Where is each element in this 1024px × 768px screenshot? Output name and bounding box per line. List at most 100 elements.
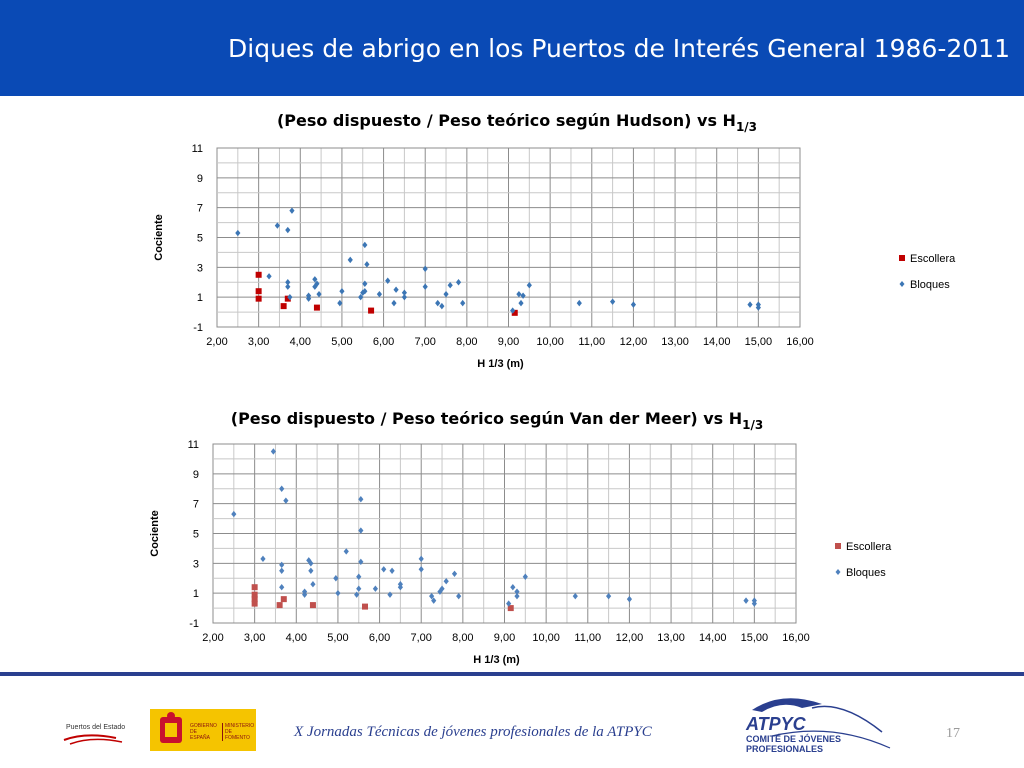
data-point-escollera: [280, 596, 287, 603]
data-point-bloques: [266, 273, 272, 280]
y-tick-label: 11: [188, 439, 199, 451]
data-point-bloques: [285, 226, 291, 234]
x-tick-label: 5,00: [331, 336, 352, 348]
data-point-bloques: [333, 575, 339, 582]
y-tick-label: 5: [193, 529, 199, 541]
y-tick-label: 3: [193, 558, 199, 570]
data-point-bloques: [358, 558, 364, 566]
data-point-escollera: [255, 271, 262, 278]
x-tick-label: 12,00: [616, 632, 644, 644]
y-tick-label: 9: [193, 469, 199, 481]
x-tick-label: 13,00: [661, 336, 689, 348]
y-axis-label: Cociente: [153, 214, 165, 260]
data-point-escollera: [309, 602, 316, 609]
x-tick-label: 9,00: [494, 632, 515, 644]
legend-label-escollera: Escollera: [846, 541, 892, 553]
chart-title: (Peso dispuesto / Peso teórico según Hud…: [277, 111, 757, 134]
x-tick-label: 15,00: [741, 632, 769, 644]
x-tick-label: 16,00: [786, 336, 814, 348]
page-title: Diques de abrigo en los Puertos de Inter…: [228, 34, 1010, 63]
page-number: 17: [946, 726, 960, 741]
data-point-bloques: [339, 288, 345, 295]
data-point-bloques: [401, 289, 407, 296]
data-point-bloques: [347, 256, 353, 264]
data-point-bloques: [451, 570, 458, 577]
chart-title: (Peso dispuesto / Peso teórico según Van…: [231, 409, 763, 432]
x-tick-label: 7,00: [411, 632, 432, 644]
data-point-bloques: [270, 448, 276, 455]
data-point-bloques: [439, 302, 445, 310]
atpyc-logo: ATPYC COMITÉ DE JÓVENES PROFESIONALES: [745, 698, 891, 754]
vandermeer-scatter-chart: (Peso dispuesto / Peso teórico según Van…: [149, 409, 892, 666]
y-tick-label: 7: [193, 499, 199, 511]
data-point-bloques: [506, 600, 512, 607]
data-point-bloques: [358, 527, 364, 534]
data-point-bloques: [516, 290, 522, 298]
x-tick-label: 2,00: [206, 336, 227, 348]
header-bar: Diques de abrigo en los Puertos de Inter…: [0, 0, 1024, 96]
footer-event-text: X Jornadas Técnicas de jóvenes profesion…: [294, 724, 652, 740]
x-tick-label: 11,00: [574, 632, 601, 644]
x-tick-label: 16,00: [782, 632, 810, 644]
x-tick-label: 14,00: [699, 632, 727, 644]
x-tick-label: 14,00: [703, 336, 731, 348]
puertos-del-estado-logo: Puertos del Estado: [56, 718, 134, 750]
data-point-escollera: [251, 584, 258, 591]
data-point-bloques: [422, 265, 428, 273]
data-point-bloques: [312, 276, 318, 283]
data-point-escollera: [255, 288, 262, 295]
x-tick-label: 7,00: [415, 336, 436, 348]
data-point-bloques: [308, 560, 314, 567]
data-point-bloques: [283, 497, 289, 504]
x-tick-label: 2,00: [202, 632, 223, 644]
data-point-bloques: [316, 290, 322, 298]
x-tick-label: 4,00: [286, 632, 307, 644]
data-point-escollera: [507, 605, 514, 612]
y-tick-label: 9: [197, 173, 203, 185]
data-point-bloques: [751, 600, 757, 607]
data-point-bloques: [285, 279, 291, 286]
legend-label-bloques: Bloques: [846, 567, 886, 579]
data-point-bloques: [431, 597, 437, 604]
data-point-escollera: [251, 591, 258, 598]
y-tick-label: 5: [197, 233, 203, 245]
legend-label-escollera: Escollera: [910, 253, 956, 265]
data-point-bloques: [755, 304, 761, 311]
data-point-bloques: [447, 282, 453, 289]
data-point-bloques: [385, 277, 391, 284]
y-tick-label: 1: [193, 588, 199, 600]
data-point-bloques: [387, 591, 393, 598]
x-tick-label: 15,00: [745, 336, 773, 348]
y-tick-label: -1: [189, 618, 199, 630]
y-tick-label: 11: [192, 143, 203, 155]
x-tick-label: 3,00: [248, 336, 269, 348]
data-point-escollera: [313, 304, 320, 311]
legend-marker-bloques: [835, 569, 841, 575]
data-point-bloques: [362, 241, 368, 249]
data-point-bloques: [289, 207, 295, 214]
x-tick-label: 8,00: [452, 632, 473, 644]
x-tick-label: 9,00: [498, 336, 519, 348]
data-point-bloques: [443, 578, 449, 585]
data-point-escollera: [251, 600, 258, 607]
data-point-bloques: [520, 292, 526, 299]
data-point-escollera: [276, 602, 283, 609]
data-point-bloques: [397, 584, 403, 591]
data-point-bloques: [308, 567, 314, 574]
y-tick-label: 3: [197, 262, 203, 274]
data-point-bloques: [287, 293, 293, 301]
legend-label-bloques: Bloques: [910, 279, 950, 291]
y-tick-label: -1: [193, 322, 203, 334]
data-point-bloques: [393, 286, 399, 293]
data-point-bloques: [337, 299, 343, 307]
data-point-bloques: [443, 290, 449, 298]
data-point-bloques: [429, 592, 435, 600]
x-tick-label: 8,00: [456, 336, 477, 348]
data-point-escollera: [284, 295, 291, 302]
data-point-bloques: [422, 283, 428, 290]
data-point-bloques: [362, 288, 368, 295]
svg-text:ATPYC: ATPYC: [745, 714, 807, 734]
data-point-bloques: [376, 290, 383, 298]
data-point-bloques: [235, 229, 241, 237]
footer-divider: [0, 672, 1024, 676]
